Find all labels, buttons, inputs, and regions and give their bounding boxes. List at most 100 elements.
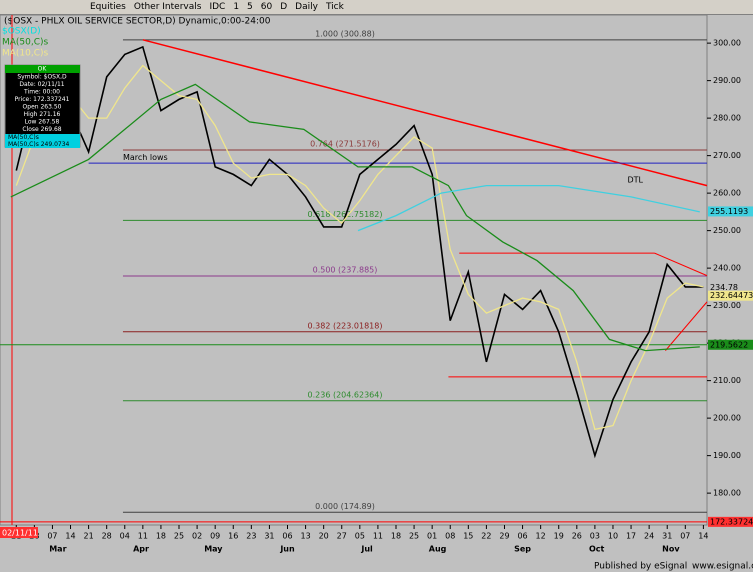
price-label-bg bbox=[708, 339, 753, 350]
x-tick-label: 22 bbox=[481, 532, 491, 541]
x-tick-label: 21 bbox=[84, 532, 94, 541]
price-label-bg bbox=[708, 282, 753, 293]
x-tick-label: 28 bbox=[102, 532, 112, 541]
annotation: DTL bbox=[627, 176, 643, 185]
y-tick-label: 180.00 bbox=[713, 489, 741, 498]
data-window-row: Symbol: $OSX,D bbox=[17, 74, 67, 81]
series-line bbox=[15, 64, 704, 431]
fib-label: 0.500 (237.885) bbox=[313, 266, 378, 275]
x-tick-label: 18 bbox=[391, 532, 401, 541]
trend-line bbox=[142, 39, 708, 187]
data-window-ma-row: MA(50,C)s 249.0734 bbox=[8, 141, 70, 148]
x-tick-label: 31 bbox=[662, 532, 672, 541]
x-tick-label: 19 bbox=[554, 532, 564, 541]
data-window-ma-bg bbox=[5, 141, 80, 148]
toolbar-item[interactable]: D bbox=[280, 2, 288, 12]
toolbar: Equities Other Intervals IDC 1 5 60 D Daily Tick bbox=[0, 0, 753, 15]
x-tick-label: 31 bbox=[264, 532, 274, 541]
chart-title: ($OSX - PHLX OIL SERVICE SECTOR,D) Dynam… bbox=[4, 17, 271, 27]
fib-label: 0.000 (174.89) bbox=[315, 502, 375, 511]
legend-entry: $OSX(D) bbox=[2, 27, 41, 37]
y-tick-label: 260.00 bbox=[713, 189, 741, 198]
price-label-bg bbox=[708, 290, 753, 301]
month-label: Aug bbox=[429, 545, 447, 554]
x-tick-label: 06 bbox=[517, 532, 527, 541]
series-line bbox=[357, 184, 700, 232]
month-label: Jul bbox=[360, 545, 373, 554]
y-tick-label: 280.00 bbox=[713, 114, 741, 123]
x-tick-label: 24 bbox=[644, 532, 654, 541]
fib-label: 0.382 (223.01818) bbox=[308, 321, 383, 330]
x-tick-label: 14 bbox=[698, 532, 708, 541]
footer-right: www.esignal.com bbox=[692, 562, 753, 572]
x-tick-label: 29 bbox=[499, 532, 509, 541]
toolbar-item[interactable]: 60 bbox=[260, 2, 273, 12]
toolbar-item[interactable]: Other Intervals bbox=[133, 2, 202, 12]
month-label: Jun bbox=[279, 545, 295, 554]
footer-left: Published by eSignal bbox=[594, 562, 687, 572]
price-label-bg bbox=[708, 206, 753, 217]
cursor-label-bg bbox=[0, 527, 38, 538]
legend-entry: MA(10,C)s bbox=[2, 49, 49, 59]
month-label: Oct bbox=[589, 545, 605, 554]
x-tick-label: 04 bbox=[120, 532, 130, 541]
toolbar-item[interactable]: Equities bbox=[90, 2, 126, 12]
fib-label: 0.236 (204.62364) bbox=[308, 390, 383, 399]
month-label: May bbox=[204, 545, 223, 554]
price-label: 232.644739 bbox=[710, 291, 753, 300]
x-tick-label: 14 bbox=[65, 532, 75, 541]
toolbar-item[interactable]: 5 bbox=[247, 2, 253, 12]
data-window-row: High 271.16 bbox=[24, 111, 61, 118]
x-tick-label: 11 bbox=[138, 532, 148, 541]
chart: ($OSX - PHLX OIL SERVICE SECTOR,D) Dynam… bbox=[0, 15, 753, 572]
y-tick-label: 270.00 bbox=[713, 151, 741, 160]
x-tick-label: 02 bbox=[192, 532, 202, 541]
x-tick-label: 06 bbox=[282, 532, 292, 541]
toolbar-item[interactable]: IDC bbox=[209, 2, 226, 12]
data-window-row: Close 269.68 bbox=[22, 126, 61, 133]
cursor-label: 02/11/11 bbox=[2, 529, 38, 538]
data-window-row: Date: 02/11/11 bbox=[19, 81, 64, 88]
x-tick-label: 12 bbox=[536, 532, 546, 541]
x-tick-label: 25 bbox=[174, 532, 184, 541]
price-label: 255.1193 bbox=[710, 207, 748, 216]
toolbar-item[interactable]: Tick bbox=[325, 2, 344, 12]
month-label: Apr bbox=[133, 545, 149, 554]
data-window-ma-row: MA(50,C)s bbox=[8, 134, 39, 141]
data-window-row: Price: 172.337241 bbox=[15, 96, 70, 103]
x-tick-label: 18 bbox=[156, 532, 166, 541]
price-label: 219.5622 bbox=[710, 340, 748, 349]
series-line bbox=[10, 83, 700, 352]
x-tick-label: 20 bbox=[319, 532, 329, 541]
y-tick-label: 240.00 bbox=[713, 264, 741, 273]
x-tick-label: 09 bbox=[210, 532, 220, 541]
legend-entry: MA(50,C)s bbox=[2, 38, 49, 48]
toolbar-item[interactable]: Daily bbox=[295, 2, 318, 12]
y-tick-label: 250.00 bbox=[713, 226, 741, 235]
data-window-row: Low 267.58 bbox=[25, 119, 60, 126]
fib-label: 0.618 (262.75182) bbox=[308, 210, 383, 219]
price-label-bg bbox=[708, 516, 753, 527]
price-label: 172.337241 bbox=[710, 517, 753, 526]
x-tick-label: 25 bbox=[409, 532, 419, 541]
y-tick-label: 290.00 bbox=[713, 76, 741, 85]
x-tick-label: 16 bbox=[228, 532, 238, 541]
data-window-title: OK bbox=[38, 66, 48, 73]
x-tick-label: 23 bbox=[246, 532, 256, 541]
series-line bbox=[15, 45, 704, 459]
price-label: 234.78 bbox=[710, 283, 738, 292]
x-tick-label: 08 bbox=[445, 532, 455, 541]
x-tick-label: 05 bbox=[355, 532, 365, 541]
y-tick-label: 300.00 bbox=[713, 39, 741, 48]
data-window-row: Open 263.50 bbox=[23, 104, 62, 111]
toolbar-item[interactable]: 1 bbox=[233, 2, 240, 12]
trend-line bbox=[654, 252, 708, 277]
x-tick-label: 13 bbox=[300, 532, 310, 541]
fib-label: 1.000 (300.88) bbox=[315, 29, 375, 38]
annotation: March lows bbox=[123, 153, 168, 162]
y-tick-label: 210.00 bbox=[713, 376, 741, 385]
x-tick-label: 07 bbox=[47, 532, 57, 541]
x-tick-label: 27 bbox=[337, 532, 347, 541]
x-tick-label: 07 bbox=[680, 532, 690, 541]
